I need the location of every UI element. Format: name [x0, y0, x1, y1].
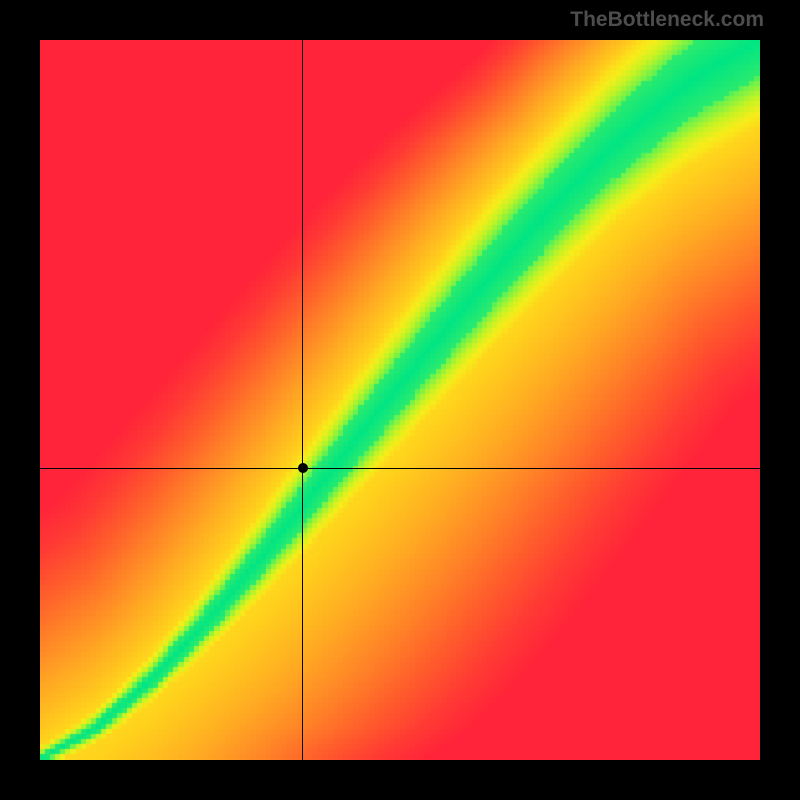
- frame-right: [760, 0, 800, 800]
- frame-top: [0, 0, 800, 40]
- bottleneck-heatmap: [40, 40, 760, 760]
- frame-left: [0, 0, 40, 800]
- frame-bottom: [0, 760, 800, 800]
